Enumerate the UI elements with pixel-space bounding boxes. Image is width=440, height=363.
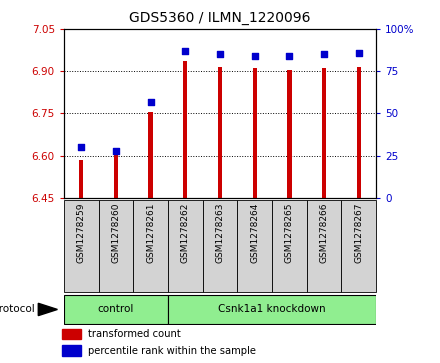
Text: percentile rank within the sample: percentile rank within the sample [88,346,256,356]
Point [182,48,189,54]
Point [286,53,293,59]
FancyBboxPatch shape [203,200,237,292]
Bar [148,112,153,198]
FancyBboxPatch shape [168,295,376,324]
Text: GSM1278260: GSM1278260 [111,203,121,263]
Bar [322,69,326,198]
Bar [287,70,292,198]
FancyBboxPatch shape [133,200,168,292]
Text: GSM1278265: GSM1278265 [285,203,294,263]
FancyBboxPatch shape [307,200,341,292]
Point [321,52,328,57]
Point [251,53,258,59]
Text: GSM1278266: GSM1278266 [319,203,329,263]
FancyBboxPatch shape [341,200,376,292]
Point [77,144,84,150]
Text: control: control [98,305,134,314]
Text: protocol: protocol [0,305,35,314]
Bar [183,61,187,198]
Point [112,148,119,154]
Point [216,52,224,57]
Point [147,99,154,105]
Bar [62,329,81,339]
Text: Csnk1a1 knockdown: Csnk1a1 knockdown [218,305,326,314]
Text: GSM1278262: GSM1278262 [181,203,190,263]
Polygon shape [38,303,57,315]
FancyBboxPatch shape [168,200,203,292]
Bar [79,160,83,198]
FancyBboxPatch shape [272,200,307,292]
Title: GDS5360 / ILMN_1220096: GDS5360 / ILMN_1220096 [129,11,311,25]
Text: GSM1278259: GSM1278259 [77,203,86,263]
Bar [357,67,361,198]
Bar [218,67,222,198]
FancyBboxPatch shape [99,200,133,292]
Text: GSM1278267: GSM1278267 [354,203,363,263]
Point [356,50,363,56]
FancyBboxPatch shape [64,295,168,324]
Bar [62,346,81,356]
Bar [253,69,257,198]
FancyBboxPatch shape [64,200,99,292]
Bar [114,148,118,198]
Text: GSM1278263: GSM1278263 [216,203,224,263]
Text: GSM1278261: GSM1278261 [146,203,155,263]
FancyBboxPatch shape [237,200,272,292]
Text: transformed count: transformed count [88,329,181,339]
Text: GSM1278264: GSM1278264 [250,203,259,263]
